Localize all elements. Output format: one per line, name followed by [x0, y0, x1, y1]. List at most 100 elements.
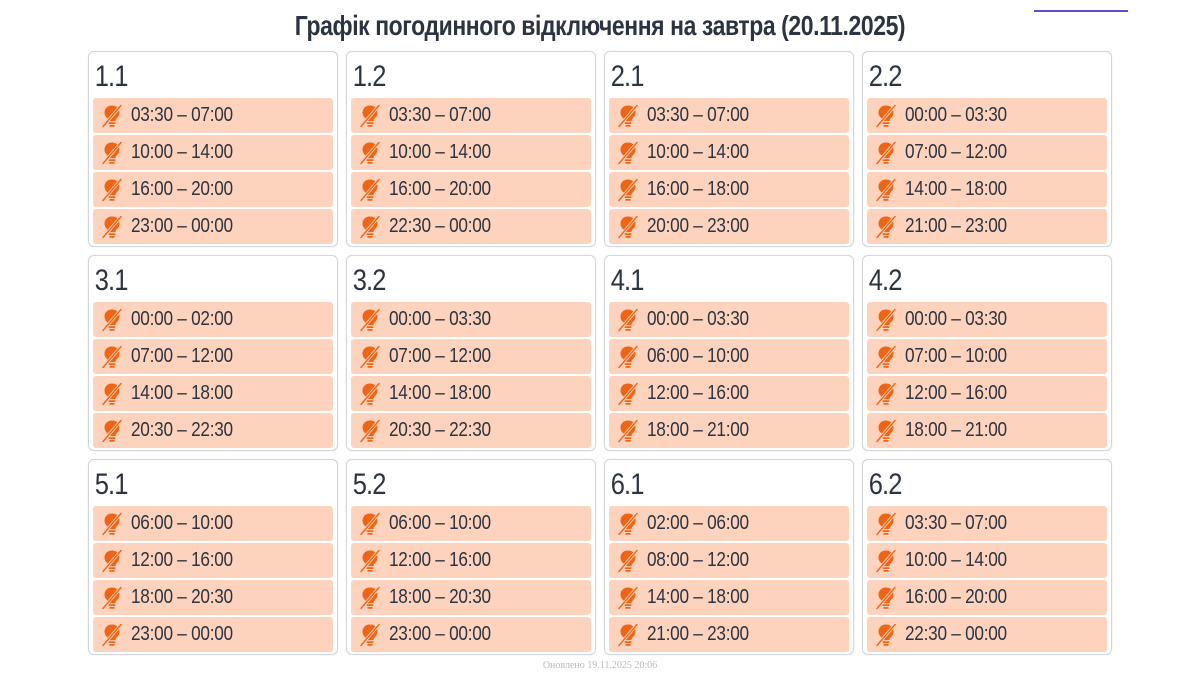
outage-time-range: 23:00 – 00:00 [389, 623, 491, 645]
outage-slot: 23:00 – 00:00 [351, 617, 591, 652]
group-card-6-1: 6.1 02:00 – 06:00 08:00 – 12:00 14:00 – … [604, 459, 854, 655]
outage-slot: 14:00 – 18:00 [609, 580, 849, 615]
no-power-lightbulb-icon [359, 307, 381, 332]
group-card-3-1: 3.1 00:00 – 02:00 07:00 – 12:00 14:00 – … [88, 255, 338, 451]
group-title: 6.1 [610, 468, 645, 501]
group-card-2-1: 2.1 03:30 – 07:00 10:00 – 14:00 16:00 – … [604, 51, 854, 247]
group-title: 2.1 [610, 60, 645, 93]
outage-slot: 21:00 – 23:00 [867, 209, 1107, 244]
group-title: 3.2 [352, 264, 387, 297]
outage-time-range: 16:00 – 20:00 [131, 178, 233, 200]
outage-slots: 00:00 – 03:30 07:00 – 10:00 12:00 – 16:0… [867, 302, 1107, 448]
outage-slots: 03:30 – 07:00 10:00 – 14:00 16:00 – 18:0… [609, 98, 849, 244]
no-power-lightbulb-icon [101, 344, 123, 369]
outage-slots: 00:00 – 02:00 07:00 – 12:00 14:00 – 18:0… [93, 302, 333, 448]
outage-time-range: 12:00 – 16:00 [389, 549, 491, 571]
no-power-lightbulb-icon [101, 381, 123, 406]
outage-slot: 23:00 – 00:00 [93, 209, 333, 244]
outage-slot: 06:00 – 10:00 [93, 506, 333, 541]
outage-time-range: 20:30 – 22:30 [131, 419, 233, 441]
outage-slot: 20:30 – 22:30 [93, 413, 333, 448]
outage-slot: 07:00 – 12:00 [93, 339, 333, 374]
outage-slot: 20:00 – 23:00 [609, 209, 849, 244]
outage-time-range: 07:00 – 12:00 [131, 345, 233, 367]
outage-time-range: 12:00 – 16:00 [905, 382, 1007, 404]
outage-time-range: 00:00 – 03:30 [905, 104, 1007, 126]
outage-slots: 06:00 – 10:00 12:00 – 16:00 18:00 – 20:3… [93, 506, 333, 652]
outage-slot: 10:00 – 14:00 [867, 543, 1107, 578]
outage-time-range: 12:00 – 16:00 [131, 549, 233, 571]
outage-slot: 14:00 – 18:00 [867, 172, 1107, 207]
no-power-lightbulb-icon [617, 307, 639, 332]
outage-slots: 03:30 – 07:00 10:00 – 14:00 16:00 – 20:0… [867, 506, 1107, 652]
outage-time-range: 18:00 – 20:30 [131, 586, 233, 608]
outage-slot: 21:00 – 23:00 [609, 617, 849, 652]
outage-time-range: 23:00 – 00:00 [131, 623, 233, 645]
no-power-lightbulb-icon [617, 418, 639, 443]
outage-slot: 12:00 – 16:00 [93, 543, 333, 578]
no-power-lightbulb-icon [875, 585, 897, 610]
outage-slot: 22:30 – 00:00 [351, 209, 591, 244]
outage-time-range: 00:00 – 02:00 [131, 308, 233, 330]
outage-slots: 00:00 – 03:30 06:00 – 10:00 12:00 – 16:0… [609, 302, 849, 448]
outage-slot: 03:30 – 07:00 [867, 506, 1107, 541]
outage-slot: 22:30 – 00:00 [867, 617, 1107, 652]
outage-time-range: 18:00 – 20:30 [389, 586, 491, 608]
no-power-lightbulb-icon [875, 103, 897, 128]
outage-slot: 00:00 – 03:30 [609, 302, 849, 337]
outage-slot: 18:00 – 20:30 [93, 580, 333, 615]
outage-time-range: 18:00 – 21:00 [647, 419, 749, 441]
outage-time-range: 22:30 – 00:00 [389, 215, 491, 237]
no-power-lightbulb-icon [359, 511, 381, 536]
group-title: 5.1 [94, 468, 129, 501]
no-power-lightbulb-icon [359, 140, 381, 165]
no-power-lightbulb-icon [101, 622, 123, 647]
group-card-2-2: 2.2 00:00 – 03:30 07:00 – 12:00 14:00 – … [862, 51, 1112, 247]
no-power-lightbulb-icon [875, 418, 897, 443]
no-power-lightbulb-icon [359, 103, 381, 128]
group-card-5-1: 5.1 06:00 – 10:00 12:00 – 16:00 18:00 – … [88, 459, 338, 655]
outage-time-range: 06:00 – 10:00 [647, 345, 749, 367]
no-power-lightbulb-icon [617, 585, 639, 610]
outage-time-range: 10:00 – 14:00 [131, 141, 233, 163]
outage-slot: 06:00 – 10:00 [609, 339, 849, 374]
outage-time-range: 23:00 – 00:00 [131, 215, 233, 237]
no-power-lightbulb-icon [359, 622, 381, 647]
outage-time-range: 08:00 – 12:00 [647, 549, 749, 571]
outage-time-range: 07:00 – 10:00 [905, 345, 1007, 367]
no-power-lightbulb-icon [101, 177, 123, 202]
group-title: 4.1 [610, 264, 645, 297]
no-power-lightbulb-icon [101, 548, 123, 573]
outage-time-range: 06:00 – 10:00 [131, 512, 233, 534]
no-power-lightbulb-icon [101, 214, 123, 239]
outage-slot: 18:00 – 21:00 [609, 413, 849, 448]
group-title: 4.2 [868, 264, 903, 297]
outage-time-range: 21:00 – 23:00 [647, 623, 749, 645]
outage-time-range: 16:00 – 20:00 [389, 178, 491, 200]
no-power-lightbulb-icon [101, 585, 123, 610]
outage-time-range: 20:30 – 22:30 [389, 419, 491, 441]
outage-time-range: 10:00 – 14:00 [389, 141, 491, 163]
outage-slot: 07:00 – 12:00 [867, 135, 1107, 170]
outage-time-range: 00:00 – 03:30 [389, 308, 491, 330]
outage-slot: 12:00 – 16:00 [867, 376, 1107, 411]
outage-slot: 10:00 – 14:00 [609, 135, 849, 170]
page-title: Графік погодинного відключення на завтра… [294, 10, 906, 41]
no-power-lightbulb-icon [101, 103, 123, 128]
no-power-lightbulb-icon [617, 381, 639, 406]
outage-slot: 00:00 – 03:30 [867, 98, 1107, 133]
group-card-3-2: 3.2 00:00 – 03:30 07:00 – 12:00 14:00 – … [346, 255, 596, 451]
outage-slot: 00:00 – 03:30 [351, 302, 591, 337]
outage-slot: 16:00 – 20:00 [867, 580, 1107, 615]
no-power-lightbulb-icon [617, 622, 639, 647]
outage-slot: 03:30 – 07:00 [93, 98, 333, 133]
outage-time-range: 14:00 – 18:00 [131, 382, 233, 404]
outage-time-range: 12:00 – 16:00 [647, 382, 749, 404]
no-power-lightbulb-icon [359, 585, 381, 610]
group-card-1-2: 1.2 03:30 – 07:00 10:00 – 14:00 16:00 – … [346, 51, 596, 247]
group-title: 1.2 [352, 60, 387, 93]
group-card-6-2: 6.2 03:30 – 07:00 10:00 – 14:00 16:00 – … [862, 459, 1112, 655]
no-power-lightbulb-icon [875, 548, 897, 573]
outage-slot: 16:00 – 18:00 [609, 172, 849, 207]
outage-time-range: 10:00 – 14:00 [647, 141, 749, 163]
